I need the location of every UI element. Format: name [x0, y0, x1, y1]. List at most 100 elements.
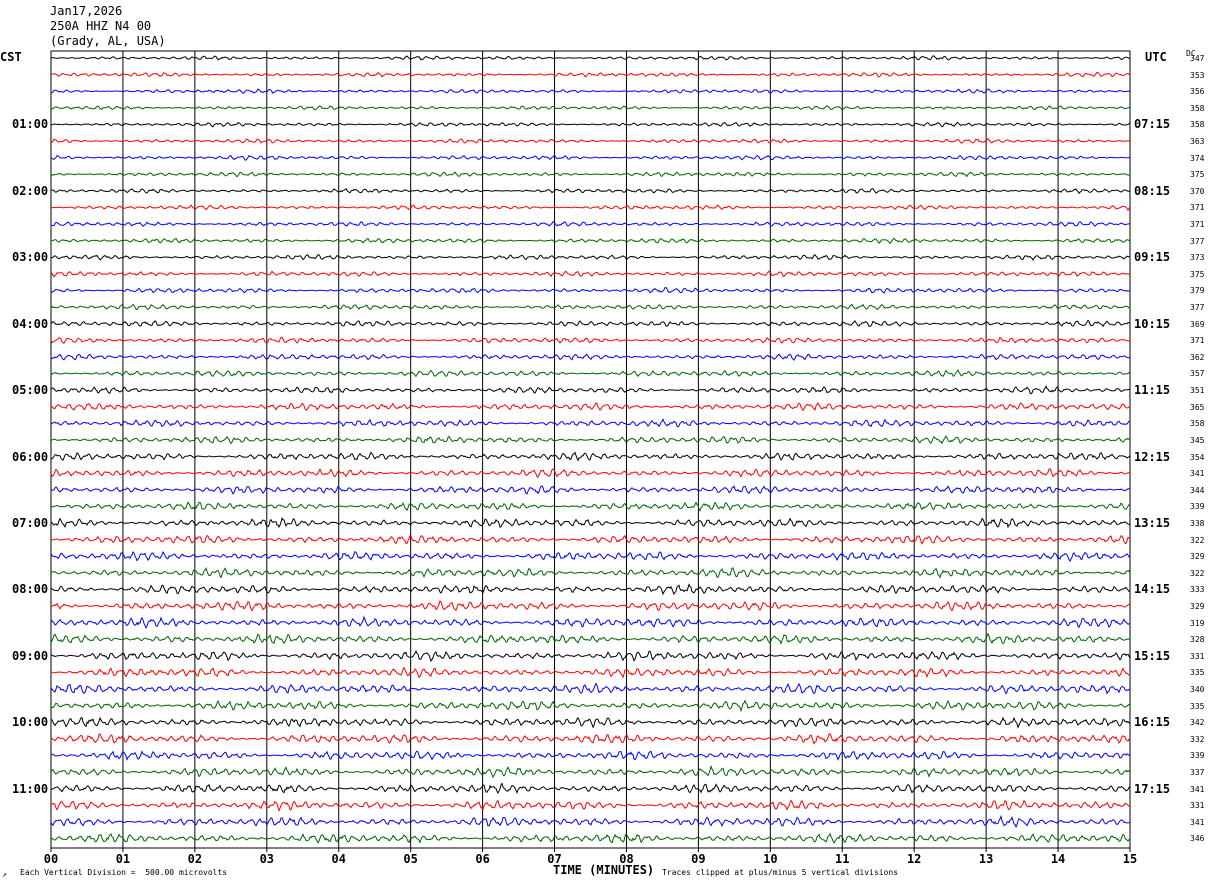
seismic-trace: [50, 418, 1131, 428]
x-tick-label: 01: [115, 852, 131, 866]
dc-offset-value: 371: [1190, 220, 1205, 230]
dc-offset-value: 322: [1190, 535, 1205, 545]
header-location: (Grady, AL, USA): [50, 34, 166, 48]
left-hour-label: 10:00: [12, 715, 49, 730]
seismic-trace: [50, 353, 1131, 361]
seismic-trace: [50, 814, 1131, 829]
right-hour-label: 13:15: [1134, 515, 1171, 530]
dc-offset-value: 333: [1190, 585, 1205, 595]
left-hour-label: 11:00: [12, 781, 49, 796]
dc-offset-value: 358: [1190, 120, 1205, 130]
header-station: 250A HHZ N4 00: [50, 19, 152, 33]
dc-offset-value: 328: [1190, 635, 1205, 645]
dc-offset-value: 319: [1190, 618, 1205, 628]
seismic-trace: [50, 286, 1131, 294]
seismic-trace: [50, 385, 1131, 395]
seismic-trace: [50, 832, 1131, 844]
x-tick-label: 07: [547, 852, 562, 866]
seismic-trace: [50, 649, 1131, 662]
dc-offset-value: 353: [1190, 70, 1205, 80]
dc-offset-value: 335: [1190, 668, 1205, 678]
dc-offset-value: 341: [1190, 469, 1205, 479]
dc-offset-value: 371: [1190, 336, 1205, 346]
seismic-trace: [50, 336, 1131, 344]
right-hour-label: 15:15: [1134, 648, 1171, 663]
plot-frame: [50, 50, 1131, 849]
dc-offset-value: 377: [1190, 236, 1205, 246]
seismic-trace: [50, 534, 1131, 545]
dc-offset-value: 339: [1190, 751, 1205, 761]
seismic-trace: [50, 303, 1130, 311]
x-tick-label: 09: [691, 852, 706, 866]
dc-offset-value: 357: [1190, 369, 1205, 379]
seismic-trace: [50, 799, 1131, 813]
seismic-trace: [50, 434, 1131, 445]
dc-offset-value: 358: [1190, 419, 1205, 429]
dc-offset-value: 375: [1190, 269, 1205, 279]
dc-offset-value: 341: [1190, 817, 1205, 827]
left-hour-label: 09:00: [12, 648, 49, 663]
right-hour-label: 11:15: [1134, 383, 1171, 398]
left-hour-label: 01:00: [12, 117, 49, 132]
dc-offset-value: 341: [1190, 784, 1205, 794]
seismic-trace: [50, 485, 1131, 495]
seismic-trace: [50, 171, 1131, 178]
seismic-trace: [50, 733, 1131, 745]
seismic-trace: [50, 204, 1131, 212]
right-hour-label: 08:15: [1134, 183, 1171, 198]
dc-offset-value: 351: [1190, 386, 1205, 396]
seismic-trace: [50, 55, 1131, 61]
x-tick-label: 13: [978, 852, 994, 866]
seismic-trace: [50, 782, 1131, 795]
x-tick-label: 03: [259, 852, 275, 866]
right-hour-label: 12:15: [1134, 449, 1171, 464]
seismic-trace: [50, 154, 1131, 161]
seismic-trace: [50, 516, 1131, 529]
x-tick-label: 08: [619, 852, 634, 866]
left-hour-label: 08:00: [12, 582, 49, 597]
dc-offset-value: 374: [1190, 153, 1205, 163]
right-hour-label: 14:15: [1134, 582, 1171, 597]
dc-offset-value: 362: [1190, 352, 1205, 362]
left-timezone-label: CST: [0, 50, 22, 64]
seismic-trace: [50, 187, 1131, 195]
dc-offset-value: 322: [1190, 568, 1205, 578]
dc-offset-value: 377: [1190, 303, 1205, 313]
seismic-trace: [50, 666, 1131, 679]
seismic-trace: [50, 401, 1131, 412]
seismic-trace: [50, 105, 1131, 111]
right-hour-label: 10:15: [1134, 316, 1171, 331]
x-tick-label: 05: [403, 852, 418, 866]
corner-mark: ↗: [2, 870, 7, 879]
seismic-trace: [50, 88, 1131, 94]
dc-offset-value: 373: [1190, 253, 1205, 263]
dc-column-label: DC: [1186, 49, 1196, 58]
x-tick-label: 10: [763, 852, 778, 866]
seismic-trace: [50, 121, 1131, 128]
seismic-trace: [50, 369, 1131, 378]
dc-offset-value: 347: [1190, 54, 1205, 63]
dc-offset-value: 365: [1190, 402, 1205, 412]
dc-offset-value: 358: [1190, 103, 1205, 113]
seismic-trace: [50, 716, 1131, 729]
seismic-trace: [50, 750, 1131, 761]
x-tick-label: 02: [187, 852, 203, 866]
dc-offset-value: 363: [1190, 137, 1205, 147]
seismic-trace: [50, 501, 1131, 512]
seismic-trace: [50, 566, 1131, 579]
seismic-trace: [50, 550, 1131, 563]
dc-offset-value: 331: [1190, 801, 1205, 811]
dc-offset-value: 371: [1190, 203, 1205, 213]
seismic-trace: [50, 319, 1131, 328]
x-tick-label: 12: [906, 852, 922, 866]
left-hour-label: 07:00: [12, 515, 49, 530]
dc-offset-value: 344: [1190, 485, 1205, 495]
dc-offset-value: 335: [1190, 701, 1205, 711]
x-tick-label: 06: [475, 852, 490, 866]
x-axis-label: TIME (MINUTES): [553, 863, 655, 877]
x-tick-label: 04: [331, 852, 346, 866]
seismic-trace: [50, 583, 1131, 596]
left-hour-label: 03:00: [12, 250, 49, 265]
header-date: Jan17,2026: [50, 4, 123, 18]
